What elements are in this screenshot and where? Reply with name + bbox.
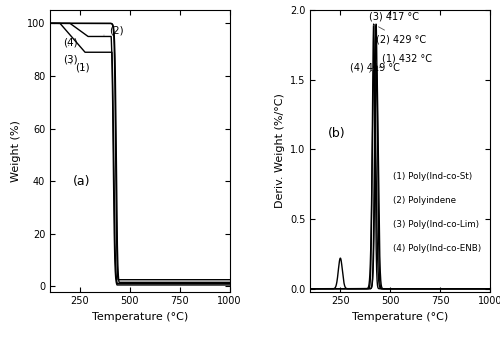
Text: (2) Polyindene: (2) Polyindene bbox=[393, 196, 456, 205]
Text: (2) 429 °C: (2) 429 °C bbox=[376, 27, 426, 44]
Text: (b): (b) bbox=[328, 127, 346, 140]
Text: (a): (a) bbox=[74, 175, 91, 187]
X-axis label: Temperature (°C): Temperature (°C) bbox=[352, 312, 448, 322]
Text: (4): (4) bbox=[63, 38, 78, 48]
Text: (1): (1) bbox=[76, 63, 90, 73]
X-axis label: Temperature (°C): Temperature (°C) bbox=[92, 312, 188, 322]
Y-axis label: Deriv. Weight (%/°C): Deriv. Weight (%/°C) bbox=[274, 94, 284, 208]
Text: (2): (2) bbox=[104, 26, 124, 36]
Text: (3) Poly(Ind-co-Lim): (3) Poly(Ind-co-Lim) bbox=[393, 220, 479, 229]
Text: (3): (3) bbox=[63, 55, 78, 65]
Text: (4) 419 °C: (4) 419 °C bbox=[350, 62, 400, 73]
Text: (3) 417 °C: (3) 417 °C bbox=[370, 12, 420, 25]
Text: (1) Poly(Ind-co-St): (1) Poly(Ind-co-St) bbox=[393, 172, 472, 181]
Text: (1) 432 °C: (1) 432 °C bbox=[380, 54, 432, 67]
Y-axis label: Weight (%): Weight (%) bbox=[11, 120, 21, 182]
Text: (4) Poly(Ind-co-ENB): (4) Poly(Ind-co-ENB) bbox=[393, 244, 482, 253]
